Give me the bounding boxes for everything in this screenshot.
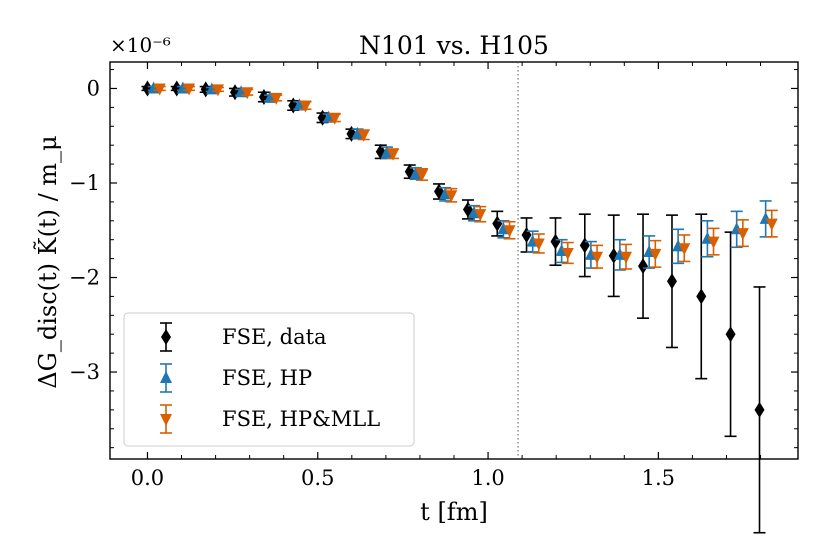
data-point: [707, 236, 720, 249]
y-tick-label: −2: [69, 266, 100, 290]
data-point: [328, 112, 341, 125]
series-fse-hp-mll: [153, 83, 778, 270]
data-point: [678, 243, 691, 256]
x-tick-label: 1.5: [642, 466, 675, 490]
x-axis-label: t [fm]: [420, 498, 488, 526]
data-point: [754, 401, 765, 418]
chart-title: N101 vs. H105: [359, 31, 549, 60]
data-point: [497, 222, 510, 235]
data-point: [503, 225, 516, 238]
data-point: [725, 326, 736, 343]
data-point: [638, 258, 649, 275]
data-point: [474, 209, 487, 222]
data-point: [387, 148, 400, 161]
series-fse-data: [141, 80, 766, 534]
data-point: [235, 85, 248, 98]
data-point: [736, 228, 749, 241]
data-point: [241, 87, 254, 100]
y-tick-label: 0: [87, 76, 100, 100]
data-point: [445, 190, 458, 203]
series-fse-hp: [147, 81, 772, 271]
y-axis-label: ΔG_disc(t) K̃(t) / m_μ: [34, 135, 62, 388]
legend-marker: [161, 329, 171, 345]
legend-label: FSE, HP: [222, 366, 312, 390]
legend-marker: [160, 414, 172, 426]
axis-ticks: 0.0 0.5 1.0 1.5 0 −1 −2 −3: [69, 62, 798, 490]
data-point: [293, 98, 306, 111]
data-point: [765, 218, 778, 231]
data-point: [380, 145, 393, 158]
data-point: [620, 251, 632, 264]
data-point: [591, 251, 604, 264]
data-point: [492, 215, 503, 232]
y-tick-label: −3: [69, 360, 100, 384]
x-tick-label: 1.0: [471, 466, 504, 490]
data-point: [532, 238, 545, 251]
x-tick-label: 0.0: [131, 466, 164, 490]
data-point: [649, 248, 662, 261]
legend-label: FSE, HP&MLL: [222, 407, 380, 431]
data-point: [211, 84, 224, 97]
legend-label: FSE, data: [222, 325, 327, 349]
data-point: [409, 166, 422, 179]
data-point: [579, 237, 590, 254]
x-tick-label: 0.5: [301, 466, 334, 490]
data-point: [561, 247, 574, 260]
legend-marker: [160, 371, 172, 383]
legend-entries: FSE, data FSE, HP FSE, HP&MLL: [160, 322, 380, 434]
data-point: [322, 110, 335, 123]
data-point: [696, 288, 707, 305]
data-point: [351, 126, 364, 139]
legend: FSE, data FSE, HP FSE, HP&MLL: [123, 312, 415, 447]
data-point: [357, 129, 370, 142]
data-point: [153, 83, 166, 96]
data-point: [299, 100, 312, 113]
y-scale-factor: ×10⁻⁶: [110, 33, 171, 57]
data-point: [183, 83, 196, 96]
series-layer: [141, 80, 778, 534]
data-point: [264, 90, 277, 103]
data-point: [415, 169, 428, 182]
data-point: [468, 206, 481, 219]
y-tick-label: −1: [69, 171, 100, 195]
legend-box: [123, 312, 415, 447]
data-point: [550, 233, 561, 250]
data-point: [666, 273, 677, 290]
data-point: [270, 92, 283, 105]
data-point: [439, 187, 452, 200]
